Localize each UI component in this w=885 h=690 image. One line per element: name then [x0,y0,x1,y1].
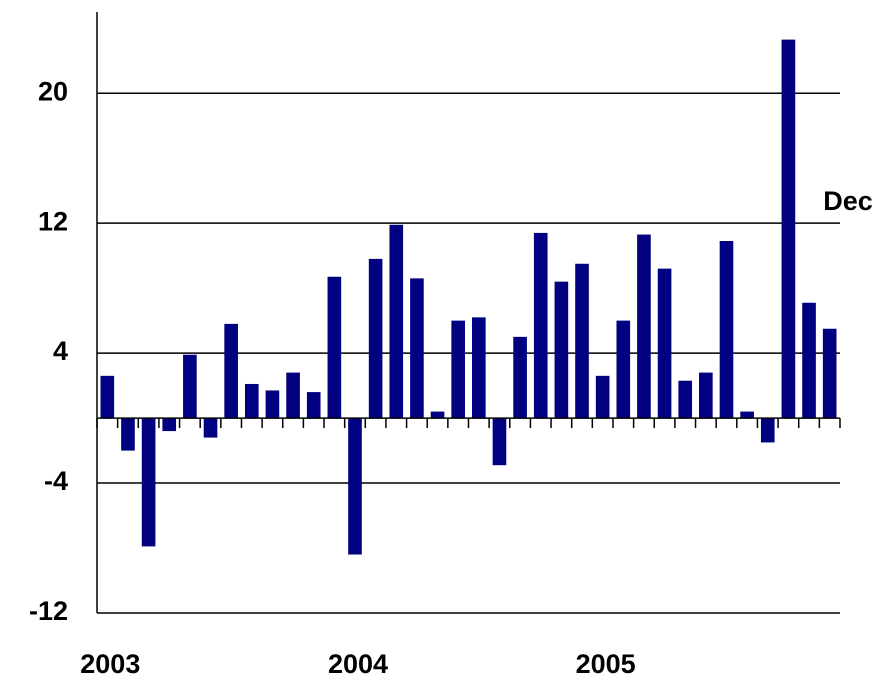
bar [678,380,693,419]
bar [719,241,734,419]
bar [430,411,445,419]
y-tick-label: 12 [38,206,68,236]
bar [265,390,280,419]
bar [368,258,383,419]
bar [657,268,672,419]
bar [141,418,156,547]
bar [348,418,362,555]
x-tick-label: 2003 [80,649,140,679]
x-tick-label: 2005 [576,649,636,679]
bar [802,302,816,419]
bar [162,418,177,432]
bar [781,39,796,419]
y-tick-label: -12 [29,596,68,626]
bar [389,224,404,419]
bar [327,276,342,419]
bar [410,278,424,419]
bar [451,320,465,419]
bar [121,418,135,451]
bar [513,336,527,419]
bar [492,418,507,466]
bar [575,263,589,419]
y-tick-label: -4 [44,466,68,496]
bar [100,375,115,419]
bar [533,232,548,419]
bar [306,392,321,419]
bar [595,375,610,419]
bar [244,383,259,419]
bar [822,328,837,419]
bar [472,317,486,419]
bar [203,418,218,438]
bar [183,354,197,419]
bar [760,418,775,443]
bar [740,411,754,419]
bar [224,323,238,419]
bar [699,372,713,419]
y-tick-label: 20 [38,76,68,106]
bar [637,234,651,419]
bar [554,281,569,419]
bar [286,372,300,419]
x-tick-label: 2004 [328,649,388,679]
bar [616,320,631,419]
y-tick-label: 4 [53,336,68,366]
annotation: Dec [823,186,873,216]
